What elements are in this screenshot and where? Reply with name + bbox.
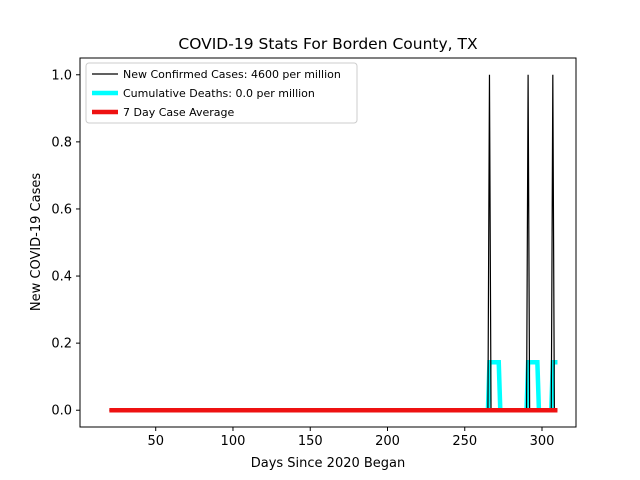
y-axis-ticks: 0.0 0.2 0.4 0.6 0.8 1.0 (51, 68, 80, 419)
chart-title: COVID-19 Stats For Borden County, TX (178, 35, 478, 53)
legend-box (85, 62, 358, 124)
x-tick-label: 150 (298, 434, 323, 449)
legend-label-case-average: 7 Day Case Average (123, 106, 235, 119)
y-tick-label: 0.6 (51, 202, 72, 217)
plot-frame (79, 57, 577, 428)
legend: New Confirmed Cases: 4600 per million Cum… (85, 62, 358, 124)
x-tick-label: 250 (452, 434, 477, 449)
x-axis-ticks: 50 100 150 200 250 300 (147, 427, 554, 449)
y-tick-label: 1.0 (51, 68, 72, 83)
x-tick-label: 100 (221, 434, 246, 449)
y-tick-label: 0.2 (51, 337, 72, 352)
y-tick-label: 0.0 (51, 404, 72, 419)
y-axis-label: New COVID-19 Cases (29, 173, 44, 311)
x-tick-label: 300 (530, 434, 555, 449)
y-tick-label: 0.4 (51, 270, 72, 285)
x-tick-label: 50 (147, 434, 164, 449)
x-tick-label: 200 (375, 434, 400, 449)
x-axis-label: Days Since 2020 Began (251, 456, 406, 471)
plot-lines (109, 74, 558, 413)
series-line-cumulative-deaths (485, 360, 558, 413)
y-tick-label: 0.8 (51, 135, 72, 150)
legend-label-cumulative-deaths: Cumulative Deaths: 0.0 per million (123, 87, 315, 100)
legend-label-new-cases: New Confirmed Cases: 4600 per million (123, 68, 341, 81)
series-line-new-cases (109, 74, 558, 411)
